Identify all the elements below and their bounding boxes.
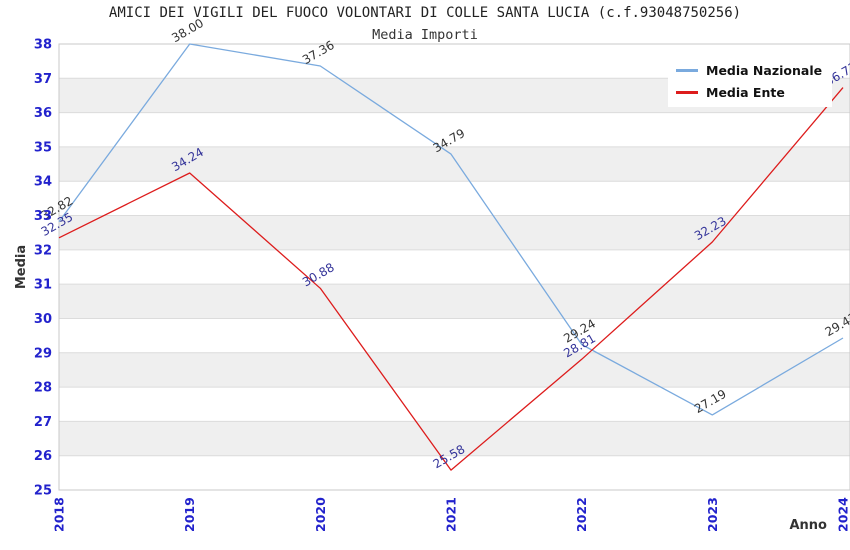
y-tick-label: 28 xyxy=(34,381,52,396)
y-tick-label: 29 xyxy=(34,346,52,361)
y-tick-label: 32 xyxy=(34,243,52,258)
y-axis-title: Media xyxy=(14,245,29,289)
data-label: 38.00 xyxy=(169,16,206,45)
series-line-1 xyxy=(58,87,844,471)
y-tick-label: 31 xyxy=(34,278,52,293)
chart-legend: Media Nazionale Media Ente xyxy=(668,57,833,107)
chart-subtitle: Media Importi xyxy=(372,27,478,43)
plot-border xyxy=(58,43,850,491)
y-tick-label: 30 xyxy=(34,312,52,327)
x-tick-label: 2020 xyxy=(313,497,328,532)
legend-label-media-nazionale: Media Nazionale xyxy=(706,63,823,78)
legend-item-media-nazionale: Media Nazionale xyxy=(676,63,822,78)
x-tick-label: 2022 xyxy=(574,497,589,532)
x-tick-label: 2024 xyxy=(836,497,850,532)
series-line-0 xyxy=(58,43,844,416)
y-tick-label: 35 xyxy=(34,140,52,155)
y-tick-label: 25 xyxy=(34,484,52,499)
legend-label-media-ente: Media Ente xyxy=(706,85,785,100)
x-tick-label: 2018 xyxy=(52,497,67,532)
page-title: AMICI DEI VIGILI DEL FUOCO VOLONTARI DI … xyxy=(108,5,742,21)
x-axis-title: Anno xyxy=(789,518,827,533)
y-tick-label: 36 xyxy=(34,106,52,121)
y-tick-label: 26 xyxy=(34,449,52,464)
y-tick-label: 33 xyxy=(34,209,52,224)
legend-item-media-ente: Media Ente xyxy=(676,85,822,100)
y-tick-label: 34 xyxy=(34,175,52,190)
y-tick-label: 37 xyxy=(34,72,52,87)
plot-bands xyxy=(59,78,850,456)
x-tick-label: 2019 xyxy=(182,497,197,532)
y-tick-label: 38 xyxy=(34,38,52,53)
y-tick-label: 27 xyxy=(34,415,52,430)
legend-swatch-media-nazionale xyxy=(676,69,698,72)
data-label: 37.36 xyxy=(300,38,337,67)
legend-swatch-media-ente xyxy=(676,91,698,94)
x-axis-ticks: 2018 2019 2020 2021 2022 2023 2024 xyxy=(52,497,850,532)
x-tick-label: 2021 xyxy=(444,497,459,532)
x-tick-label: 2023 xyxy=(705,497,720,532)
data-label: 27.19 xyxy=(692,387,729,416)
y-axis-ticks: 25 26 27 28 29 30 31 32 33 34 35 36 37 38 xyxy=(34,38,52,499)
